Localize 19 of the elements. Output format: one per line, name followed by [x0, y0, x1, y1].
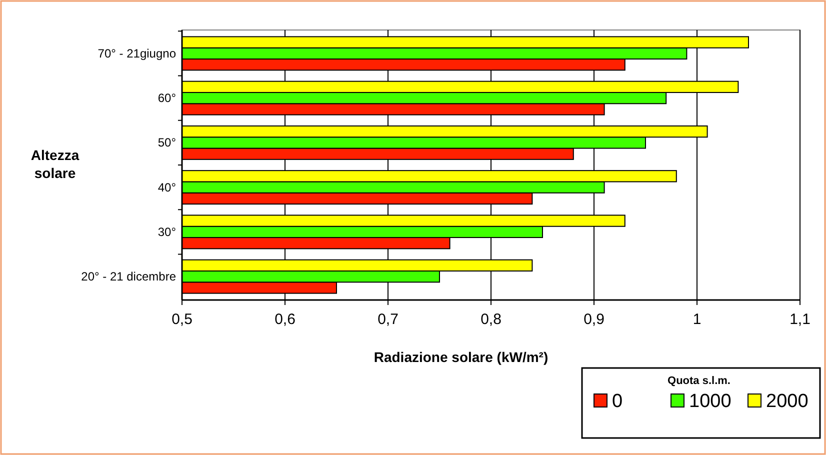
x-tick-label: 0,8 [480, 311, 502, 328]
y-tick-label: 40° [158, 180, 176, 194]
x-tick-label: 1,1 [790, 311, 810, 328]
legend-title: Quota s.l.m. [668, 375, 730, 387]
y-axis-title: Altezza solare [30, 147, 80, 181]
y-tick-label: 60° [158, 91, 176, 106]
x-axis-title: Radiazione solare (kW/m²) [374, 349, 548, 365]
x-tick-label: 0,6 [274, 311, 296, 328]
legend-label: 1000 [689, 391, 732, 412]
y-tick-label: 30° [158, 224, 176, 239]
legend-label: 2000 [766, 391, 808, 412]
y-tick-label: 20° - 21 dicembre [81, 270, 176, 284]
y-tick-label: 50° [158, 136, 176, 150]
y-tick-label: 70° - 21giugno [98, 46, 176, 60]
legend-label: 0 [612, 391, 623, 412]
x-tick-label: 0,7 [378, 311, 398, 328]
x-tick-label: 0,5 [172, 311, 192, 328]
x-tick-label: 0,9 [584, 311, 604, 328]
x-tick-label: 1 [692, 311, 702, 328]
